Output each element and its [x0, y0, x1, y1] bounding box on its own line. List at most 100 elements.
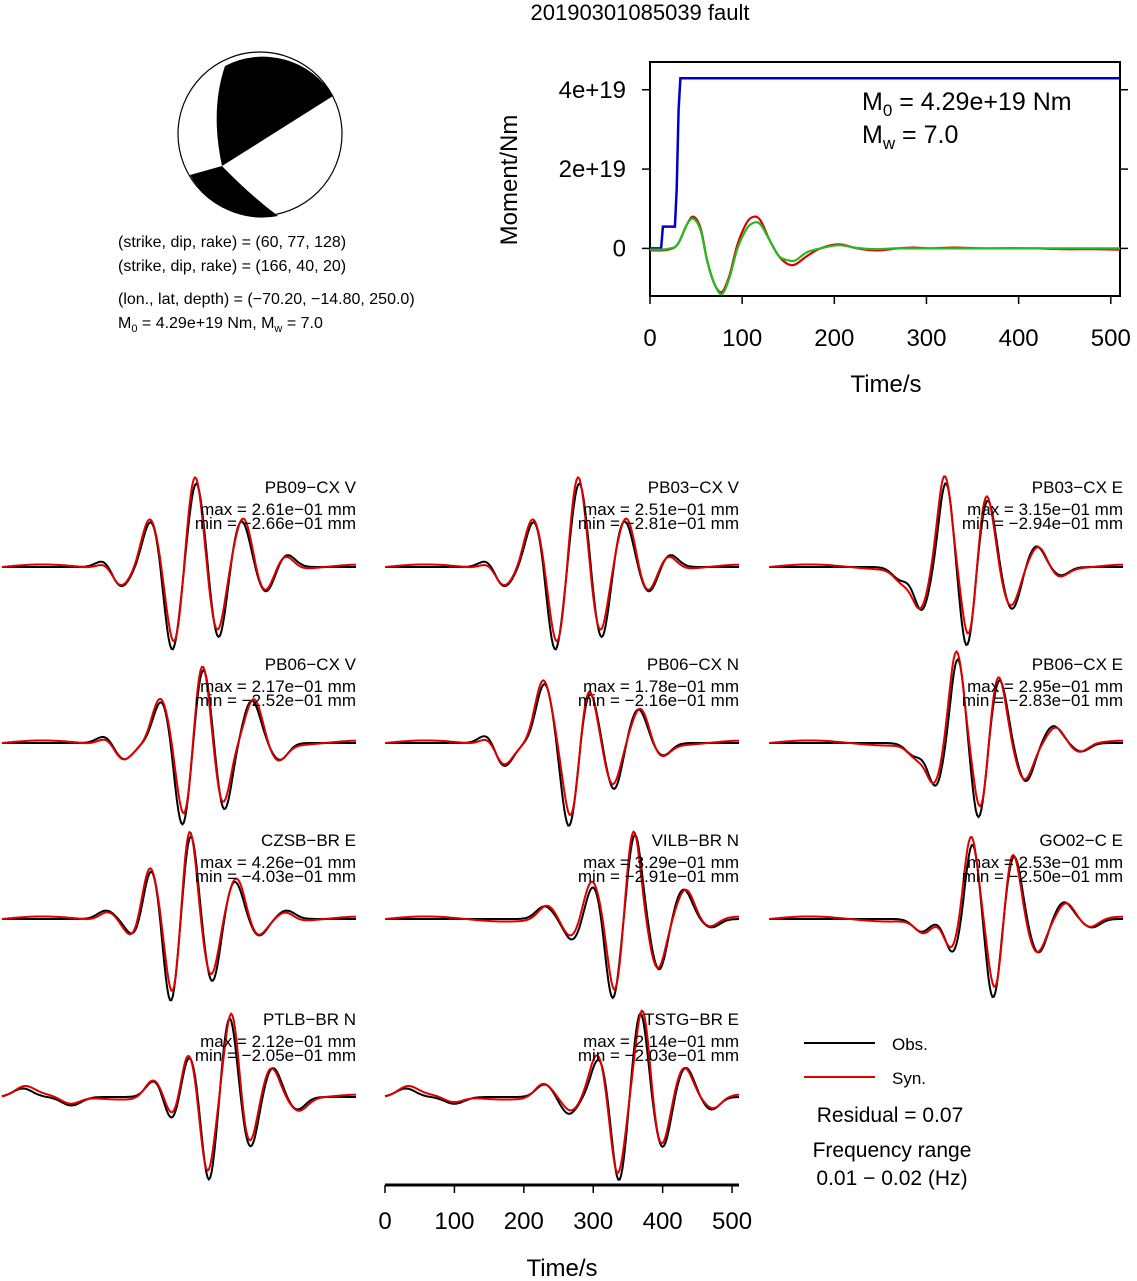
station-name: TSTG−BR E: [644, 1010, 739, 1029]
x-tick-label: 0: [643, 325, 656, 352]
hypocenter-location: (lon., lat, depth) = (−70.20, −14.80, 25…: [118, 291, 415, 308]
station-min: min = −2.52e−01 mm: [195, 691, 356, 710]
y-tick-label: 2e+19: [559, 156, 626, 183]
waveform-syn: [384, 475, 740, 643]
station-max: max = 2.53e−01 mm: [967, 853, 1123, 872]
waveform-syn: [768, 475, 1124, 635]
legend: Obs. Syn.: [804, 1035, 928, 1088]
station-max: max = 2.51e−01 mm: [583, 500, 739, 519]
station-min: min = −4.03e−01 mm: [195, 867, 356, 886]
station-min: min = −2.05e−01 mm: [195, 1046, 356, 1065]
waveform-time-axis: 0 100 200 300 400 500: [378, 1183, 752, 1235]
waveform-syn: [1, 665, 357, 815]
station-max: max = 2.14e−01 mm: [583, 1032, 739, 1051]
station-min: min = −2.16e−01 mm: [578, 691, 739, 710]
station-name: PB06−CX N: [647, 655, 739, 674]
moment-series-green: [649, 217, 1120, 296]
station-name: PB03−CX E: [1032, 478, 1123, 497]
waveform-x-axis-label: Time/s: [526, 1255, 597, 1281]
station-min: min = −2.50e−01 mm: [962, 867, 1123, 886]
moment-series-red: [649, 215, 1121, 294]
moment-series-blue: [650, 77, 1120, 250]
waveform-syn: [384, 1009, 740, 1175]
station-min: min = −2.91e−01 mm: [578, 867, 739, 886]
moment-function-chart: 0 100 200 300 400 500 0 2e+19 4e+19 Moment/Nm Ti…: [496, 61, 1131, 398]
x-tick-label: 500: [712, 1208, 752, 1235]
residual-text: Residual = 0.07: [817, 1104, 964, 1127]
station-name: PB06−CX E: [1032, 655, 1123, 674]
x-tick-label: 400: [643, 1208, 683, 1235]
station-max: max = 3.29e−01 mm: [583, 853, 739, 872]
focal-mechanism-beachball: [177, 51, 343, 218]
waveform-syn: [768, 835, 1124, 988]
waveform-syn: [384, 830, 740, 991]
station-max: max = 3.15e−01 mm: [967, 500, 1123, 519]
nodal-plane-2: (strike, dip, rake) = (166, 40, 20): [118, 258, 346, 275]
station-name: GO02−C E: [1039, 831, 1123, 850]
figure-title: 20190301085039 fault: [531, 0, 750, 25]
station-name: PB06−CX V: [265, 655, 357, 674]
station-min: min = −2.03e−01 mm: [578, 1046, 739, 1065]
station-name: PB03−CX V: [648, 478, 740, 497]
y-tick-label: 4e+19: [559, 77, 626, 104]
waveform-obs: [385, 682, 739, 827]
nodal-plane-1: (strike, dip, rake) = (60, 77, 128): [118, 234, 346, 251]
waveform-syn: [384, 679, 740, 816]
x-axis-label: Time/s: [850, 371, 921, 398]
station-min: min = −2.81e−01 mm: [578, 514, 739, 533]
frequency-range-value: 0.01 − 0.02 (Hz): [816, 1167, 967, 1190]
station-min: min = −2.94e−01 mm: [962, 514, 1123, 533]
x-tick-label: 100: [722, 325, 762, 352]
mw-annotation: Mw = 7.0: [862, 121, 958, 153]
compressional-quadrant-upper: [216, 56, 333, 167]
station-name: PTLB−BR N: [263, 1010, 356, 1029]
x-tick-label: 200: [504, 1208, 544, 1235]
station-min: min = −2.66e−01 mm: [195, 514, 356, 533]
y-tick-label: 0: [613, 235, 626, 262]
y-axis-label: Moment/Nm: [496, 115, 523, 246]
station-max: max = 2.12e−01 mm: [200, 1032, 356, 1051]
mechanism-text: (strike, dip, rake) = (60, 77, 128) (str…: [118, 234, 415, 335]
waveform-syn: [1, 1011, 357, 1173]
plot-frame: [649, 61, 1121, 297]
station-max: max = 2.61e−01 mm: [200, 500, 356, 519]
station-name: VILB−BR N: [652, 831, 739, 850]
waveform-syn: [768, 649, 1124, 808]
legend-obs-label: Obs.: [892, 1035, 928, 1054]
waveform-obs: [384, 1011, 740, 1181]
moment-magnitude-line: M0 = 4.29e+19 Nm, Mw = 7.0: [118, 315, 323, 335]
waveform-syn: [1, 475, 357, 643]
x-tick-label: 400: [999, 325, 1039, 352]
waveform-syn: [1, 830, 357, 992]
station-name: PB09−CX V: [265, 478, 357, 497]
station-name: CZSB−BR E: [261, 831, 356, 850]
frequency-range-title: Frequency range: [813, 1139, 972, 1162]
m0-annotation: M0 = 4.29e+19 Nm: [862, 88, 1072, 120]
waveform-obs: [2, 668, 356, 826]
x-tick-label: 500: [1091, 325, 1131, 352]
legend-syn-label: Syn.: [892, 1069, 926, 1088]
x-tick-label: 300: [573, 1208, 613, 1235]
x-tick-label: 200: [814, 325, 854, 352]
x-tick-label: 100: [434, 1208, 474, 1235]
x-tick-label: 300: [906, 325, 946, 352]
station-max: max = 1.78e−01 mm: [583, 677, 739, 696]
station-max: max = 2.17e−01 mm: [200, 677, 356, 696]
station-max: max = 4.26e−01 mm: [200, 853, 356, 872]
station-max: max = 2.95e−01 mm: [967, 677, 1123, 696]
compressional-quadrant-lower: [190, 166, 278, 218]
x-tick-label: 0: [378, 1208, 391, 1235]
